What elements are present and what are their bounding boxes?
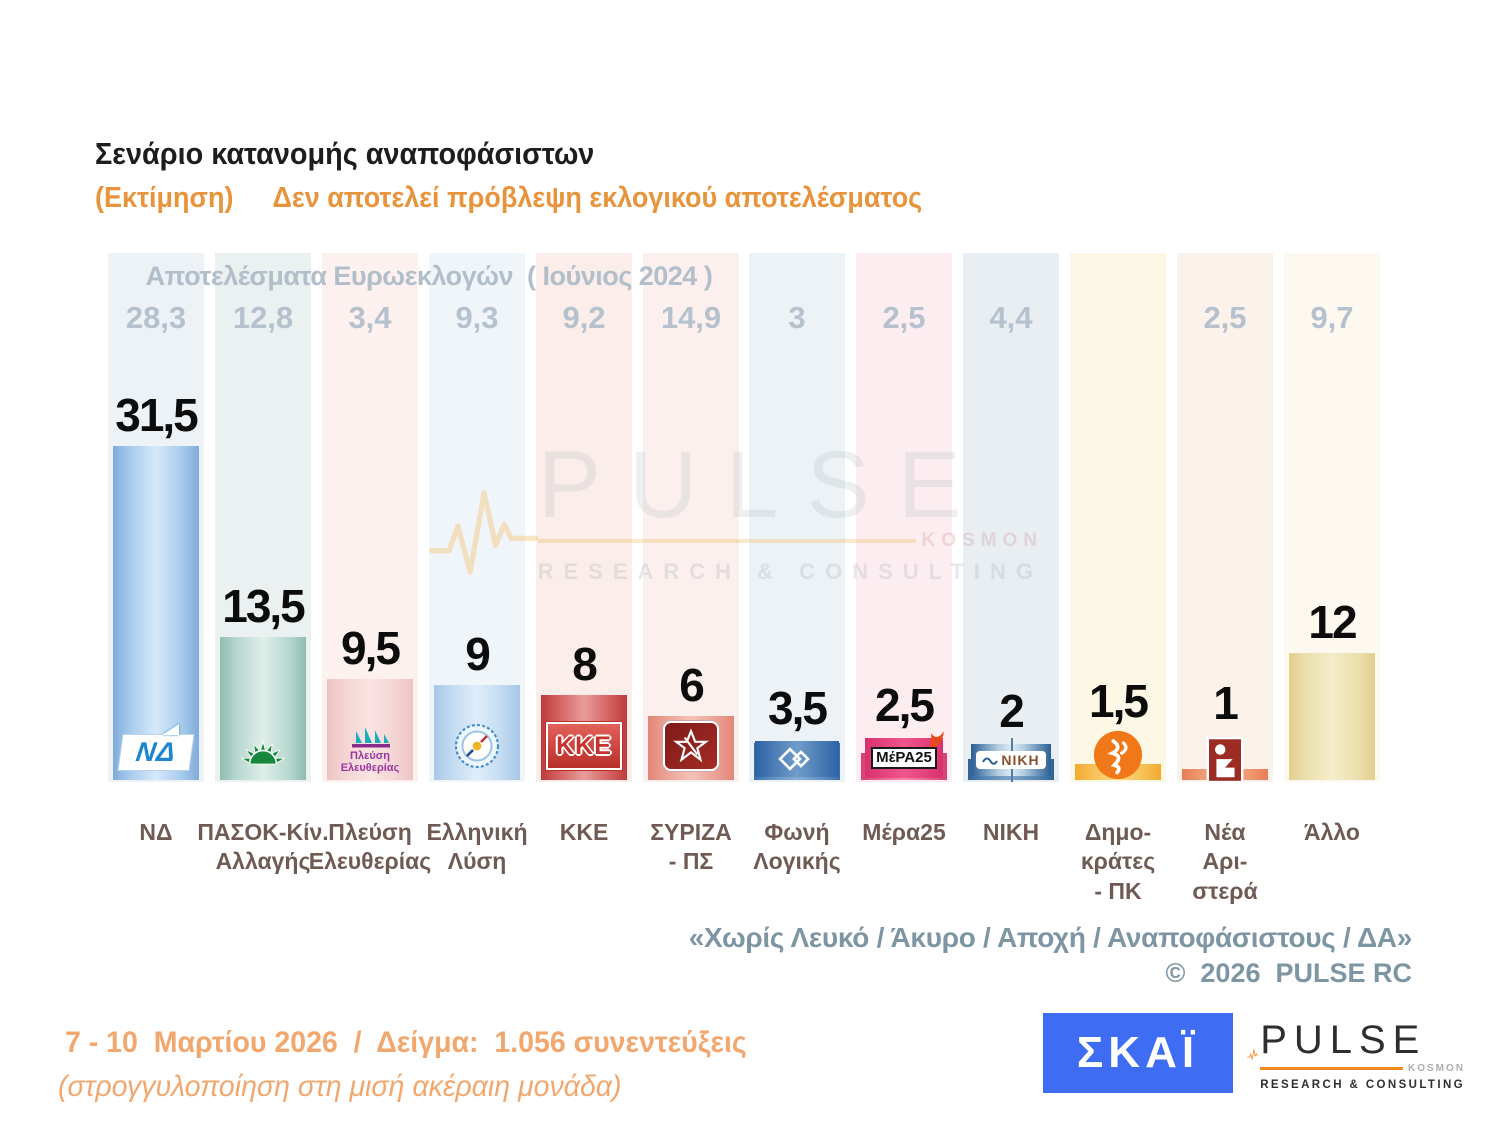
page-subtitle: (Εκτίμηση) Δεν αποτελεί πρόβλεψη εκλογικ… — [95, 182, 922, 215]
survey-info: 7 - 10 Μαρτίου 2026 / Δείγμα: 1.056 συνε… — [65, 1026, 747, 1059]
elliniki-lysi-compass-logo — [419, 722, 535, 770]
euro-result-value-syriza: 14,9 — [660, 300, 722, 335]
column-background-dimokrates — [1070, 253, 1166, 782]
party-name-line: ΠΑΣΟΚ-Κίν. — [197, 819, 329, 845]
footnote-exclusions: «Χωρίς Λευκό / Άκυρο / Αποχή / Αναποφάσι… — [688, 922, 1413, 953]
party-name-plefsi: Πλεύση Ελευθερίας — [300, 818, 440, 877]
party-name-niki: ΝΙΚΗ — [941, 818, 1081, 847]
kke-logo: ΚΚΕ — [526, 722, 642, 770]
pulse-orange-line — [1260, 1067, 1403, 1070]
subtitle-estimate-label: (Εκτίμηση) — [95, 182, 234, 214]
euro-result-value-allo: 9,7 — [1310, 300, 1354, 335]
party-name-line: Δημο- — [1084, 819, 1152, 845]
party-name-dimokrates: Δημο-κράτες - ΠΚ — [1048, 818, 1188, 906]
column-background-syriza — [643, 253, 739, 782]
party-name-mera25: Μέρα25 — [834, 818, 974, 847]
party-name-nea: Νέα Αρι-στερά — [1155, 818, 1295, 906]
page-title: Σενάριο κατανομής αναποφάσιστων — [95, 136, 595, 171]
pulse-logo-text: PULSE KOSMON RESEARCH & CONSULTING — [1260, 1014, 1465, 1091]
column-background-niki — [963, 253, 1059, 782]
column-background-mera25 — [856, 253, 952, 782]
party-name-line: Νέα — [1204, 819, 1246, 845]
pulse-logo-subtitle: RESEARCH & CONSULTING — [1260, 1079, 1465, 1091]
column-background-kke — [536, 253, 632, 782]
value-label-dimokrates: 1,5 — [1089, 675, 1149, 727]
euro-result-value-plefsi: 3,4 — [348, 300, 392, 335]
euro-result-value-pasok: 12,8 — [232, 300, 294, 335]
subtitle-disclaimer: Δεν αποτελεί πρόβλεψη εκλογικού αποτελέσ… — [272, 182, 923, 214]
party-name-line: - ΠΣ — [668, 848, 714, 875]
party-name-line: Άλλο — [1304, 819, 1360, 845]
nea-aristera-logo — [1167, 736, 1283, 786]
value-label-allo: 12 — [1308, 596, 1357, 648]
euro-result-value-kke: 9,2 — [562, 300, 606, 335]
nd-flag-logo: ΝΔ — [98, 724, 214, 770]
pulse-logo: PULSE KOSMON RESEARCH & CONSULTING — [1247, 1014, 1465, 1092]
party-name-line: κράτες — [1080, 848, 1156, 875]
euro-result-value-mera25: 2,5 — [882, 300, 926, 335]
party-name-foni: Φωνή Λογικής — [727, 818, 867, 877]
value-label-foni: 3,5 — [768, 682, 828, 734]
pasok-sun-logo — [205, 726, 321, 768]
party-name-line: Ελληνική — [426, 819, 528, 845]
party-name-nd: ΝΔ — [86, 818, 226, 847]
value-label-syriza: 6 — [679, 659, 705, 711]
skai-logo: ΣΚΑΪ — [1043, 1013, 1233, 1093]
pulse-waveform-icon — [1247, 1049, 1259, 1060]
euro-result-value-nd: 28,3 — [125, 300, 187, 335]
party-name-allo: Άλλο — [1262, 818, 1402, 847]
party-name-line: ΣΥΡΙΖΑ — [650, 819, 732, 845]
party-name-pasok: ΠΑΣΟΚ-Κίν. Αλλαγής — [193, 818, 333, 877]
party-name-line: Αλλαγής — [215, 848, 311, 875]
bar-nd — [113, 446, 199, 780]
party-name-line: Μέρα25 — [862, 819, 946, 845]
survey-rounding-note: (στρογγυλοποίηση στη μισή ακέραιη μονάδα… — [58, 1070, 622, 1103]
value-label-plefsi: 9,5 — [341, 622, 401, 674]
pulse-logo-name: PULSE — [1260, 1018, 1427, 1062]
party-name-line: ΝΔ — [139, 819, 173, 845]
plefsi-ship-logo: Πλεύση Ελευθερίας — [312, 719, 428, 775]
column-background-foni — [749, 253, 845, 782]
party-name-line: Αρι- — [1202, 848, 1248, 875]
foni-logikis-logo — [739, 741, 855, 777]
value-label-mera25: 2,5 — [875, 679, 935, 731]
column-background-nea — [1177, 253, 1273, 782]
party-name-line: Φωνή — [764, 819, 830, 845]
mera25-logo: ΜέΡΑ25 — [846, 731, 962, 778]
dimokrates-logo — [1060, 730, 1176, 780]
euro-result-value-elliniki: 9,3 — [455, 300, 499, 335]
pulse-kosmon: KOSMON — [1408, 1063, 1465, 1074]
value-label-nea: 1 — [1213, 677, 1239, 729]
bar-plefsi — [327, 679, 413, 780]
euro-result-value-nea: 2,5 — [1203, 300, 1247, 335]
value-label-pasok: 13,5 — [222, 580, 306, 632]
party-name-line: Λογικής — [753, 848, 841, 875]
value-label-niki: 2 — [999, 685, 1025, 737]
party-name-line: Λύση — [447, 848, 507, 875]
syriza-star-logo — [633, 721, 749, 771]
party-name-line: - ΠΚ — [1094, 877, 1142, 904]
euro-result-value-foni: 3 — [788, 300, 806, 335]
party-name-kke: ΚΚΕ — [514, 818, 654, 847]
value-label-elliniki: 9 — [465, 628, 491, 680]
party-name-elliniki: Ελληνική Λύση — [407, 818, 547, 877]
bar-allo — [1289, 653, 1375, 780]
party-name-syriza: ΣΥΡΙΖΑ - ΠΣ — [621, 818, 761, 877]
value-label-kke: 8 — [572, 638, 598, 690]
euro-result-value-niki: 4,4 — [989, 300, 1033, 335]
skai-logo-text: ΣΚΑΪ — [1076, 1028, 1200, 1077]
party-name-line: ΝΙΚΗ — [982, 819, 1040, 845]
party-name-line: ΚΚΕ — [559, 819, 609, 845]
party-name-line: Ελευθερίας — [308, 848, 432, 875]
party-name-line: στερά — [1192, 877, 1258, 904]
niki-logo: ΝΙΚΗ — [953, 738, 1069, 782]
copyright: © 2026 PULSE RC — [1165, 958, 1412, 988]
party-name-line: Πλεύση — [328, 819, 412, 845]
euro-results-header: Αποτελέσματα Ευρωεκλογών ( Ιούνιος 2024 … — [145, 261, 713, 291]
value-label-nd: 31,5 — [115, 389, 199, 441]
